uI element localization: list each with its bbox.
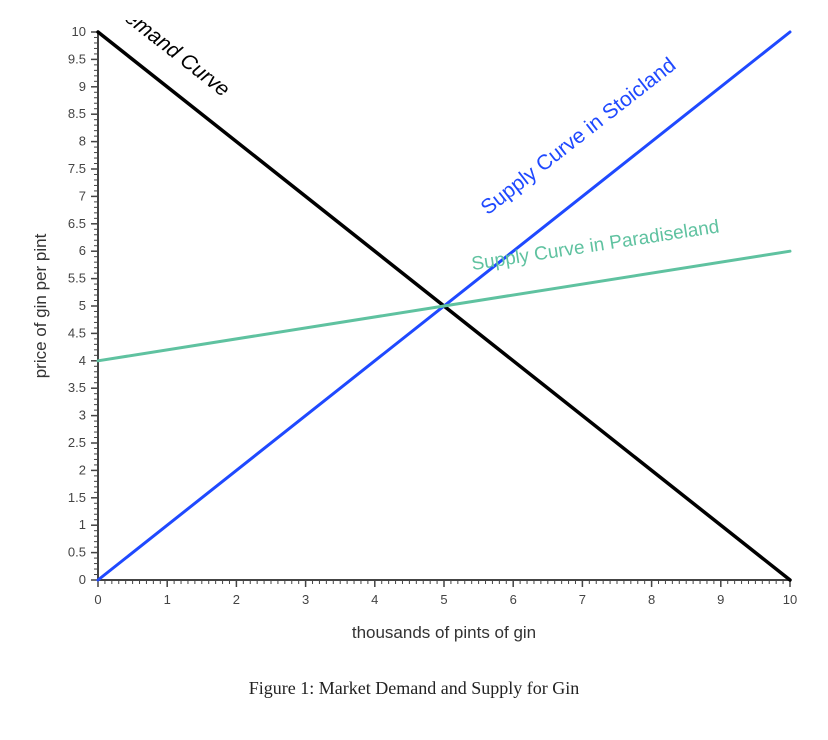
svg-text:0: 0 bbox=[94, 592, 101, 607]
svg-text:7: 7 bbox=[579, 592, 586, 607]
svg-text:4: 4 bbox=[79, 353, 86, 368]
svg-text:8.5: 8.5 bbox=[68, 106, 86, 121]
svg-text:9.5: 9.5 bbox=[68, 51, 86, 66]
svg-text:10: 10 bbox=[72, 24, 86, 39]
svg-text:5: 5 bbox=[79, 298, 86, 313]
svg-text:3: 3 bbox=[79, 408, 86, 423]
svg-text:2: 2 bbox=[233, 592, 240, 607]
svg-text:1: 1 bbox=[164, 592, 171, 607]
chart-container: 0 1 2 3 4 5 6 7 8 9 10 0 0.5 1 1.5 2 2.5 3 3.5 4 4.5 5 5.5 6 6.5… bbox=[20, 20, 808, 720]
svg-text:8: 8 bbox=[648, 592, 655, 607]
svg-text:5: 5 bbox=[440, 592, 447, 607]
svg-text:8: 8 bbox=[79, 134, 86, 149]
svg-text:9: 9 bbox=[717, 592, 724, 607]
svg-text:1: 1 bbox=[79, 517, 86, 532]
svg-text:4: 4 bbox=[371, 592, 378, 607]
svg-text:5.5: 5.5 bbox=[68, 271, 86, 286]
svg-text:1.5: 1.5 bbox=[68, 490, 86, 505]
svg-text:7: 7 bbox=[79, 188, 86, 203]
svg-text:7.5: 7.5 bbox=[68, 161, 86, 176]
svg-text:6: 6 bbox=[510, 592, 517, 607]
svg-text:2.5: 2.5 bbox=[68, 435, 86, 450]
svg-text:3: 3 bbox=[302, 592, 309, 607]
x-axis-label: thousands of pints of gin bbox=[352, 623, 536, 642]
svg-text:6: 6 bbox=[79, 243, 86, 258]
svg-text:2: 2 bbox=[79, 462, 86, 477]
svg-text:4.5: 4.5 bbox=[68, 325, 86, 340]
svg-text:9: 9 bbox=[79, 79, 86, 94]
svg-text:0.5: 0.5 bbox=[68, 545, 86, 560]
y-axis-label: price of gin per pint bbox=[31, 233, 50, 378]
svg-text:10: 10 bbox=[783, 592, 797, 607]
line-chart: 0 1 2 3 4 5 6 7 8 9 10 0 0.5 1 1.5 2 2.5 3 3.5 4 4.5 5 5.5 6 6.5… bbox=[20, 20, 808, 660]
svg-text:6.5: 6.5 bbox=[68, 216, 86, 231]
figure-caption: Figure 1: Market Demand and Supply for G… bbox=[20, 678, 808, 699]
svg-text:0: 0 bbox=[79, 572, 86, 587]
svg-text:3.5: 3.5 bbox=[68, 380, 86, 395]
